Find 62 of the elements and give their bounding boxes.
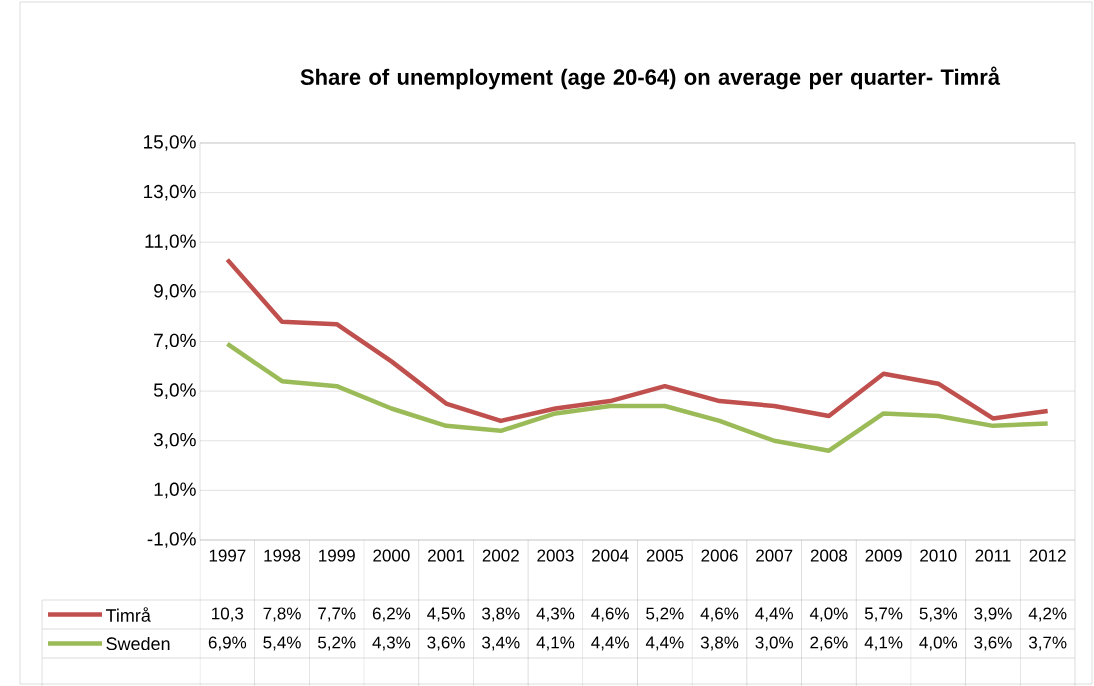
data-label: 4,3% xyxy=(372,636,411,651)
data-label: 6,2% xyxy=(372,607,411,622)
data-label: 3,7% xyxy=(1028,636,1067,651)
data-label: 4,0% xyxy=(919,636,958,651)
data-label: 5,2% xyxy=(646,607,684,622)
data-label: 3,6% xyxy=(427,636,465,651)
y-tick-label: 5,0% xyxy=(153,383,196,399)
data-label: 5,2% xyxy=(318,636,356,651)
data-label: 4,1% xyxy=(536,636,575,651)
data-label: 3,6% xyxy=(974,636,1012,651)
x-tick-label: 2005 xyxy=(646,549,684,562)
x-tick-label: 2008 xyxy=(810,549,848,562)
data-label: 3,4% xyxy=(482,636,520,651)
x-tick-label: 2006 xyxy=(701,549,738,562)
chart-title: Share of unemployment (age 20-64) on average per quarter- Timrå xyxy=(300,66,1001,90)
x-tick-label: 2007 xyxy=(756,549,793,562)
data-label: 3,8% xyxy=(482,607,520,622)
x-tick-label: 2003 xyxy=(537,549,574,562)
data-label: 4,5% xyxy=(427,607,465,622)
data-label: 5,3% xyxy=(919,607,958,622)
data-label: 3,9% xyxy=(974,607,1012,622)
data-label: 3,8% xyxy=(700,636,739,651)
data-label: 4,3% xyxy=(536,607,575,622)
x-tick-label: 2011 xyxy=(975,549,1011,562)
y-tick-label: 1,0% xyxy=(154,482,196,499)
x-tick-label: 2009 xyxy=(865,549,902,562)
line-series xyxy=(225,257,1050,424)
data-label: 6,9% xyxy=(208,636,247,651)
legend-label: Sweden xyxy=(106,636,170,651)
y-tick-label: 9,0% xyxy=(154,284,196,300)
x-tick-label: 2010 xyxy=(920,549,957,562)
data-label: 4,4% xyxy=(591,636,629,651)
data-label: 4,2% xyxy=(1028,607,1067,622)
y-tick-label: 3,0% xyxy=(153,432,196,449)
x-tick-label: 2002 xyxy=(482,549,519,562)
data-label: 10,3 xyxy=(212,607,244,622)
data-label: 4,6% xyxy=(591,607,629,622)
x-tick-label: 2012 xyxy=(1029,549,1066,562)
data-label: 4,6% xyxy=(700,607,739,622)
data-label: 4,0% xyxy=(809,607,848,622)
x-tick-label: 1999 xyxy=(319,549,355,562)
x-tick-label: 1998 xyxy=(264,549,301,562)
x-tick-label: 2000 xyxy=(373,549,410,562)
y-tick-label: 11,0% xyxy=(145,234,196,251)
data-label: 7,7% xyxy=(318,607,356,622)
legend-label: Timrå xyxy=(105,607,151,622)
line-series xyxy=(225,341,1050,453)
x-tick-label: 2001 xyxy=(428,549,465,562)
x-tick-label: 1997 xyxy=(209,549,246,562)
data-label: 7,8% xyxy=(263,607,301,622)
data-label: 4,4% xyxy=(645,636,684,651)
data-label: 5,7% xyxy=(864,607,903,622)
data-label: 5,4% xyxy=(263,636,301,651)
y-tick-label: 7,0% xyxy=(154,333,196,350)
data-label: 3,0% xyxy=(755,636,793,651)
y-tick-label: -1,0% xyxy=(147,532,196,548)
data-label: 2,6% xyxy=(810,636,848,651)
y-tick-label: 15,0% xyxy=(144,135,196,151)
x-tick-label: 2004 xyxy=(592,549,629,562)
y-tick-label: 13,0% xyxy=(144,184,196,201)
data-label: 4,4% xyxy=(755,607,793,622)
data-label: 4,1% xyxy=(864,636,903,651)
